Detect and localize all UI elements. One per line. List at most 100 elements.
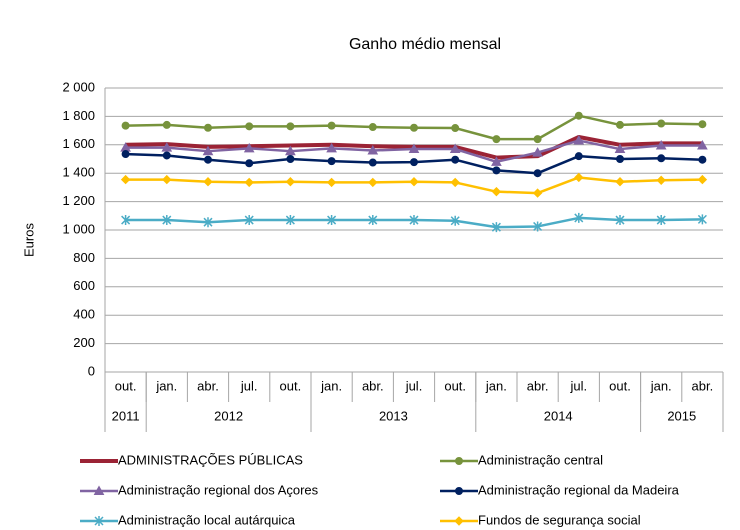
marker xyxy=(455,457,463,465)
marker xyxy=(450,177,460,188)
y-tick-label: 800 xyxy=(73,250,95,265)
marker xyxy=(367,144,379,155)
marker xyxy=(245,122,254,131)
marker xyxy=(614,143,626,154)
x-tick-label: jul. xyxy=(569,378,587,393)
marker xyxy=(451,155,460,164)
x-tick-label: out. xyxy=(609,378,631,393)
marker xyxy=(491,156,502,166)
marker xyxy=(326,177,337,188)
x-tick-label: jan. xyxy=(155,378,177,393)
year-label: 2013 xyxy=(379,408,408,423)
x-tick-label: abr. xyxy=(527,378,549,393)
marker xyxy=(368,177,378,188)
legend-item: Administração central xyxy=(440,452,603,467)
marker xyxy=(574,212,584,223)
marker xyxy=(327,157,336,166)
marker xyxy=(532,147,543,157)
marker xyxy=(533,135,542,144)
marker xyxy=(455,487,463,495)
marker xyxy=(368,123,377,132)
marker xyxy=(451,124,460,133)
legend-item: Administração regional da Madeira xyxy=(440,482,680,497)
marker xyxy=(491,222,501,233)
y-tick-label: 1 400 xyxy=(62,165,95,180)
marker xyxy=(161,142,173,152)
marker xyxy=(657,154,666,163)
marker xyxy=(162,120,171,129)
marker xyxy=(93,485,105,495)
legend-item: ADMINISTRAÇÕES PÚBLICAS xyxy=(80,452,303,467)
marker xyxy=(616,120,624,129)
marker xyxy=(574,172,584,183)
marker xyxy=(286,155,295,163)
marker xyxy=(204,155,212,164)
marker xyxy=(656,215,666,226)
legend-label: Administração local autárquica xyxy=(118,512,296,527)
marker xyxy=(285,177,296,187)
marker xyxy=(121,215,131,226)
marker xyxy=(574,111,583,120)
y-tick-label: 600 xyxy=(73,278,95,293)
y-tick-label: 2 000 xyxy=(62,79,95,94)
marker xyxy=(410,123,418,132)
legend-label: ADMINISTRAÇÕES PÚBLICAS xyxy=(118,452,303,467)
marker xyxy=(492,135,501,144)
marker xyxy=(574,152,583,161)
legend-label: Fundos de segurança social xyxy=(478,512,641,527)
y-tick-label: 1 000 xyxy=(62,221,95,236)
marker xyxy=(454,516,464,526)
marker xyxy=(245,159,254,168)
marker xyxy=(203,217,213,228)
marker xyxy=(368,215,378,226)
chart-title: Ganho médio mensal xyxy=(349,36,501,53)
marker xyxy=(326,142,337,153)
x-tick-label: jul. xyxy=(405,378,423,393)
legend-item: Administração regional dos Açores xyxy=(80,482,319,497)
marker xyxy=(120,174,131,185)
marker xyxy=(162,174,172,185)
x-tick-label: jul. xyxy=(240,378,258,393)
legend-label: Administração regional da Madeira xyxy=(478,482,680,497)
x-tick-label: jan. xyxy=(650,378,672,393)
marker xyxy=(449,143,461,154)
x-tick-label: jan. xyxy=(485,378,507,393)
x-tick-label: out. xyxy=(280,378,302,393)
y-tick-label: 400 xyxy=(73,307,95,322)
x-tick-label: abr. xyxy=(692,378,714,393)
x-tick-label: jan. xyxy=(320,378,342,393)
marker xyxy=(450,215,460,226)
marker xyxy=(656,175,666,186)
y-tick-label: 1 600 xyxy=(62,136,95,151)
marker xyxy=(573,135,585,145)
marker xyxy=(532,188,543,198)
marker xyxy=(409,215,419,226)
marker xyxy=(162,151,171,160)
marker xyxy=(94,516,104,526)
marker xyxy=(409,177,419,187)
marker xyxy=(615,177,625,187)
marker xyxy=(698,155,707,164)
marker xyxy=(203,177,213,187)
legend-item: Fundos de segurança social xyxy=(440,512,641,527)
y-tick-label: 200 xyxy=(73,335,95,350)
marker xyxy=(408,143,420,154)
marker xyxy=(698,120,707,129)
year-label: 2011 xyxy=(112,408,140,423)
marker xyxy=(492,166,501,175)
x-tick-label: out. xyxy=(444,378,466,393)
marker xyxy=(657,119,666,128)
y-axis-label: Euros xyxy=(21,223,36,257)
x-tick-label: out. xyxy=(115,378,137,393)
marker xyxy=(533,221,543,232)
marker xyxy=(244,215,254,226)
marker xyxy=(121,150,130,159)
marker xyxy=(616,155,624,163)
marker xyxy=(285,145,296,156)
marker xyxy=(202,145,214,156)
marker xyxy=(368,158,377,167)
legend-item: Administração local autárquica xyxy=(80,512,296,527)
legend-label: Administração regional dos Açores xyxy=(118,482,319,497)
marker xyxy=(121,121,130,130)
